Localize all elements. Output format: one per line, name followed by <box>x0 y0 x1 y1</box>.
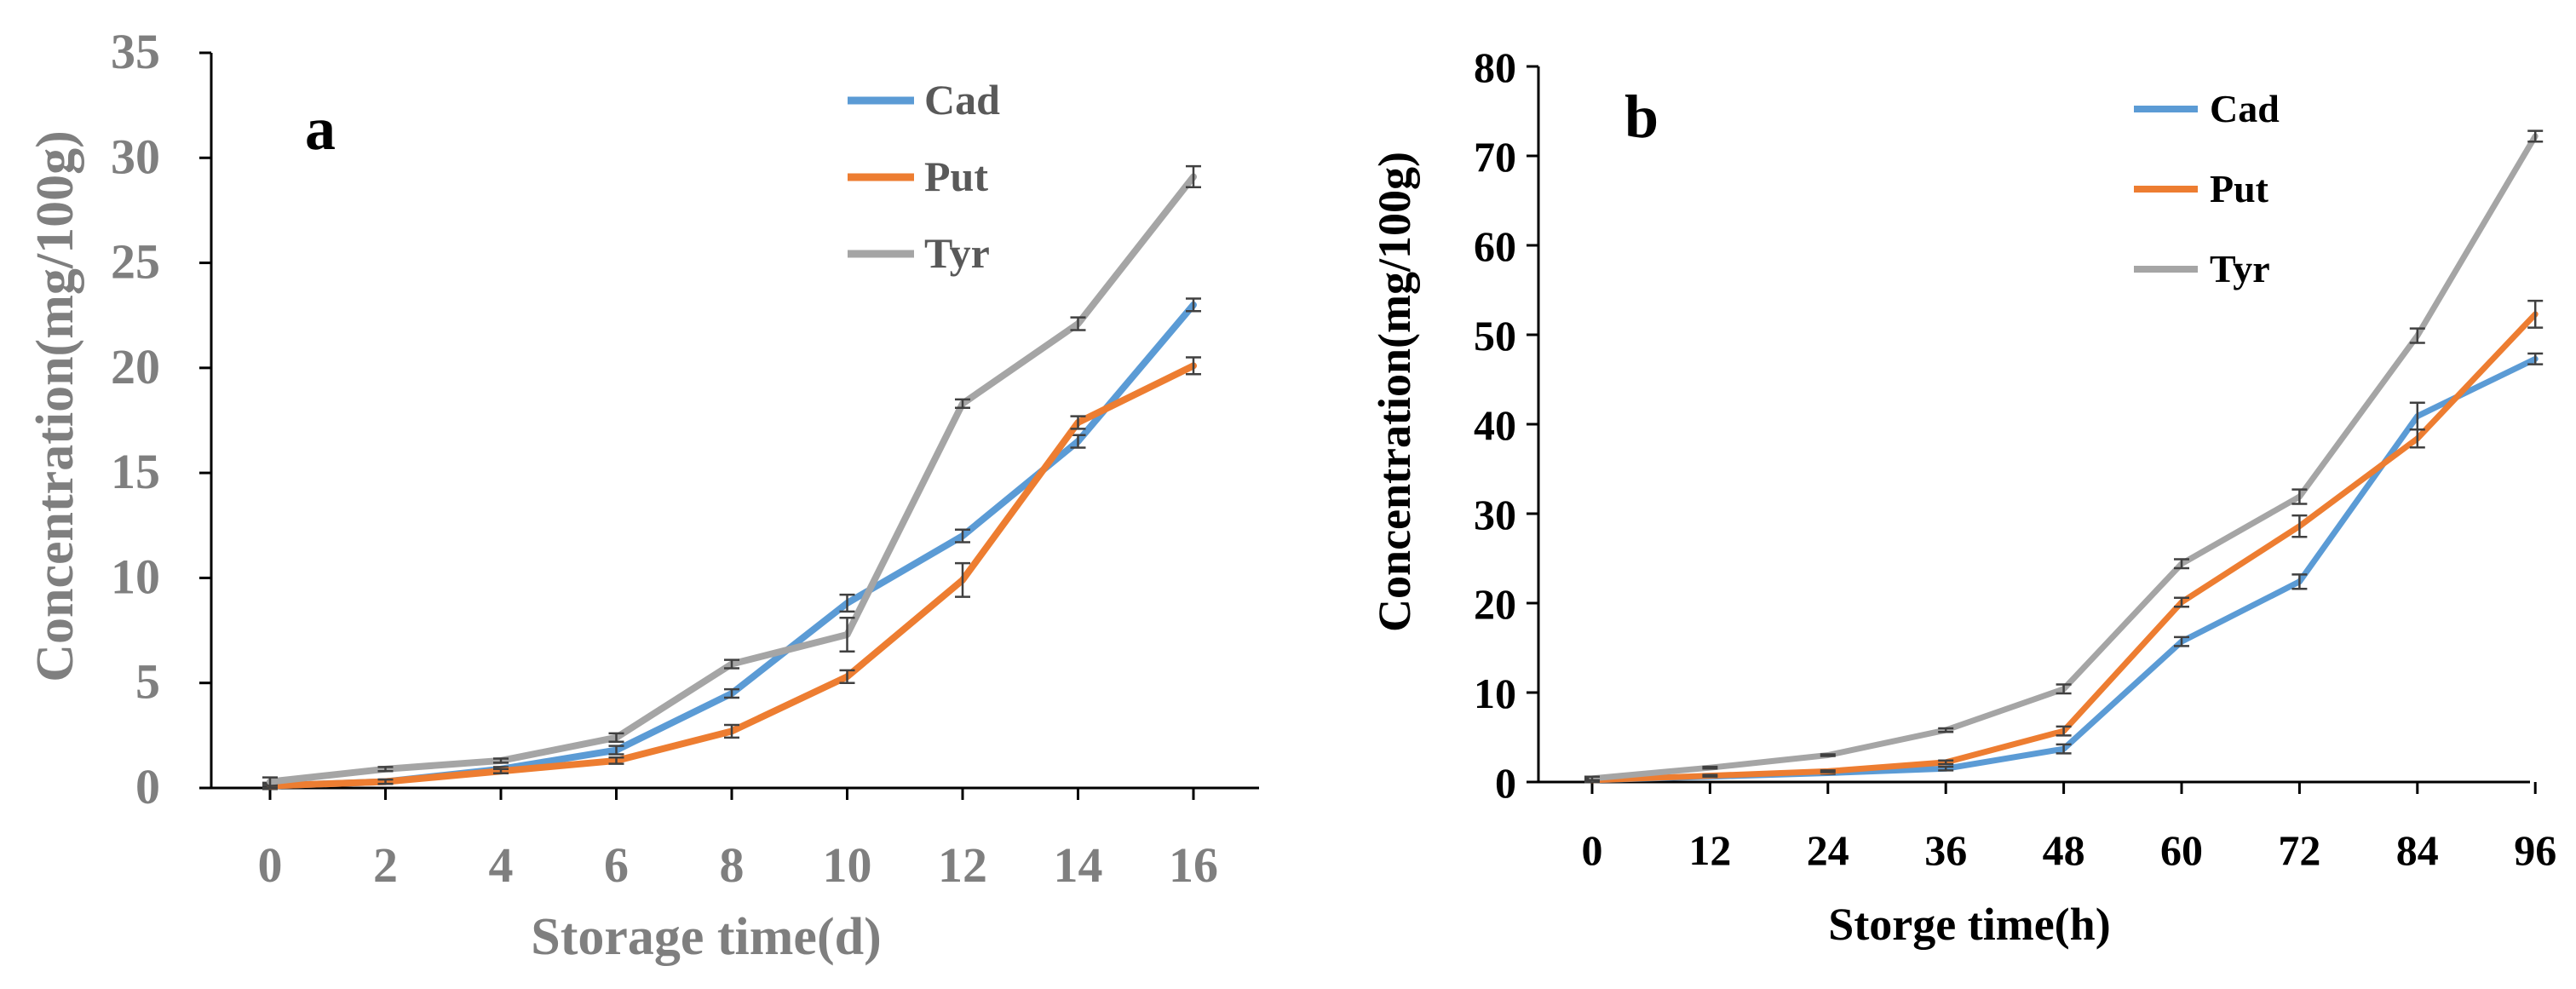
chart-a-legend-label-cad: Cad <box>924 76 1000 124</box>
chart-a-y-tick-label: 5 <box>135 654 160 710</box>
chart-a-legend-label-tyr: Tyr <box>924 229 990 277</box>
chart-a-y-tick-label: 0 <box>135 759 160 814</box>
chart-a: a Storage time(d) Concentration(mg/100g)… <box>26 24 1259 966</box>
chart-a-plot-area: 0 5 10 15 20 25 30 35 0 2 4 6 8 10 12 14 16 <box>111 24 1259 893</box>
chart-a-x-axis-title: Storage time(d) <box>531 908 881 966</box>
chart-a-legend-label-put: Put <box>924 152 988 200</box>
chart-a-legend: Cad Put Tyr <box>848 76 1000 277</box>
chart-a-y-tick-label: 15 <box>111 444 160 499</box>
chart-a-x-tick-label: 16 <box>1169 837 1218 893</box>
chart-b-y-tick-label: 50 <box>1474 312 1516 359</box>
chart-a-x-tick-label: 10 <box>823 837 872 893</box>
chart-b-y-tick-label: 10 <box>1474 670 1516 717</box>
chart-b-y-tick-label: 80 <box>1474 43 1516 91</box>
chart-b-y-tick-label: 40 <box>1474 401 1516 449</box>
chart-b-y-tick-label: 20 <box>1474 580 1516 628</box>
chart-b-legend-label-put: Put <box>2210 167 2269 210</box>
chart-b-x-tick-label: 24 <box>1807 826 1849 874</box>
chart-b-legend: Cad Put Tyr <box>2134 87 2280 290</box>
chart-b-legend-label-tyr: Tyr <box>2210 247 2270 290</box>
chart-b: b Storge time(h) Concentration(mg/100g) … <box>1369 43 2556 950</box>
chart-a-x-tick-label: 14 <box>1054 837 1103 893</box>
chart-a-y-tick-label: 30 <box>111 129 160 184</box>
chart-a-y-tick-label: 25 <box>111 234 160 290</box>
chart-a-x-tick-label: 4 <box>489 837 514 893</box>
chart-a-x-tick-label: 0 <box>258 837 283 893</box>
chart-b-x-tick-label: 36 <box>1924 826 1967 874</box>
chart-b-y-tick-label: 70 <box>1474 133 1516 181</box>
chart-b-x-tick-label: 84 <box>2396 826 2439 874</box>
chart-b-legend-label-cad: Cad <box>2210 87 2280 130</box>
chart-b-plot-area: 0 10 20 30 40 50 60 70 80 0 12 24 36 48 60 72 84 96 <box>1474 43 2556 874</box>
chart-a-panel-label: a <box>305 95 336 163</box>
chart-b-x-tick-label: 60 <box>2160 826 2203 874</box>
chart-b-y-axis-title: Concentration(mg/100g) <box>1369 152 1420 632</box>
chart-b-x-tick-label: 48 <box>2043 826 2085 874</box>
chart-b-panel-label: b <box>1624 83 1659 151</box>
chart-b-y-tick-label: 30 <box>1474 491 1516 538</box>
chart-b-x-tick-label: 0 <box>1582 826 1603 874</box>
chart-b-x-tick-label: 12 <box>1688 826 1731 874</box>
chart-b-y-tick-label: 0 <box>1495 759 1516 807</box>
chart-a-x-tick-label: 8 <box>720 837 745 893</box>
chart-b-x-axis-title: Storge time(h) <box>1828 899 2110 950</box>
chart-b-y-tick-label: 60 <box>1474 222 1516 270</box>
chart-b-x-tick-label: 96 <box>2514 826 2556 874</box>
chart-a-y-tick-label: 35 <box>111 24 160 79</box>
chart-a-x-tick-label: 6 <box>604 837 629 893</box>
chart-a-y-tick-label: 20 <box>111 339 160 394</box>
chart-a-y-tick-label: 10 <box>111 549 160 604</box>
chart-a-x-tick-label: 2 <box>373 837 398 893</box>
chart-b-x-tick-label: 72 <box>2278 826 2320 874</box>
chart-a-x-tick-label: 12 <box>938 837 987 893</box>
chart-a-y-axis-title: Concentration(mg/100g) <box>26 130 84 681</box>
